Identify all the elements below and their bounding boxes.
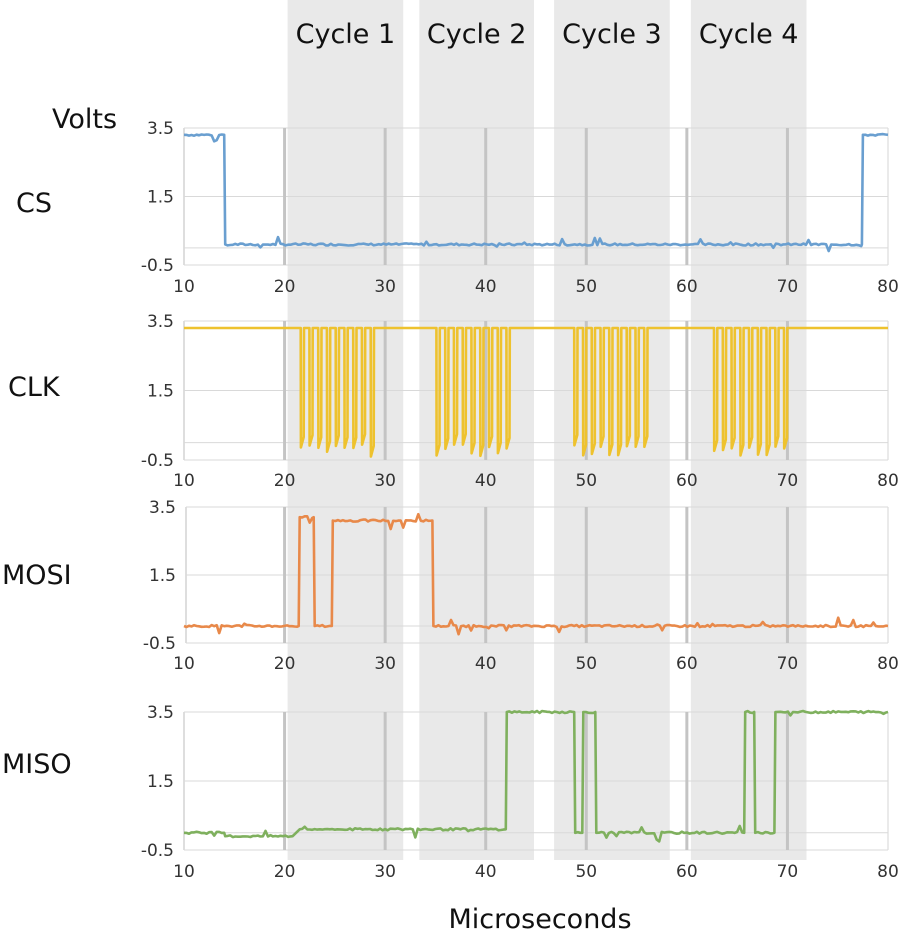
panel-mosi: 3.5 1.5 -0.510 20 30 40 50 60 70 80 MOSI bbox=[2, 498, 899, 674]
x-tick-label: 10 bbox=[173, 471, 195, 491]
panel-miso: 3.5 1.5 -0.510 20 30 40 50 60 70 80 MISO bbox=[2, 703, 899, 882]
y-tick-label: -0.5 bbox=[141, 451, 174, 471]
y-tick-label: 1.5 bbox=[147, 382, 174, 402]
y-axis-title: Volts bbox=[52, 104, 117, 135]
y-tick-label: 3.5 bbox=[147, 703, 174, 723]
x-tick-label: 60 bbox=[676, 654, 698, 674]
x-tick-label: 60 bbox=[676, 471, 698, 491]
x-tick-label: 80 bbox=[877, 654, 899, 674]
cycle-label-2: Cycle 2 bbox=[427, 19, 527, 50]
x-tick-label: 30 bbox=[374, 277, 396, 297]
series-line-cs bbox=[183, 132, 889, 253]
x-tick-label: 70 bbox=[777, 277, 799, 297]
cycle-label-4: Cycle 4 bbox=[699, 19, 799, 50]
x-tick-label: 70 bbox=[777, 654, 799, 674]
y-tick-label: 3.5 bbox=[149, 498, 176, 518]
x-tick-label: 50 bbox=[575, 277, 597, 297]
x-tick-label: 80 bbox=[877, 277, 899, 297]
y-tick-label: 1.5 bbox=[147, 188, 174, 208]
x-tick-label: 60 bbox=[676, 862, 698, 882]
x-tick-label: 50 bbox=[575, 471, 597, 491]
signal-label-cs: CS bbox=[16, 188, 52, 219]
series-line-clk bbox=[184, 326, 888, 458]
y-tick-label: 3.5 bbox=[147, 312, 174, 332]
x-tick-label: 10 bbox=[173, 277, 195, 297]
x-tick-label: 30 bbox=[374, 654, 396, 674]
x-tick-label: 30 bbox=[374, 471, 396, 491]
signal-panels: 3.51.5-0.510 20 30 40 50 60 70 80CS3.51.5-0.510… bbox=[2, 119, 899, 882]
x-tick-label: 70 bbox=[777, 471, 799, 491]
x-tick-label: 30 bbox=[374, 862, 396, 882]
x-tick-label: 40 bbox=[475, 277, 497, 297]
y-tick-label: -0.5 bbox=[143, 634, 176, 654]
signal-label-clk: CLK bbox=[8, 372, 61, 403]
x-tick-label: 20 bbox=[274, 471, 296, 491]
signal-label-mosi: MOSI bbox=[2, 560, 72, 591]
cycle-label-3: Cycle 3 bbox=[562, 19, 662, 50]
signal-label-miso: MISO bbox=[2, 749, 72, 780]
y-tick-label: -0.5 bbox=[141, 256, 174, 276]
x-tick-label: 10 bbox=[173, 862, 195, 882]
y-tick-label: 1.5 bbox=[149, 566, 176, 586]
x-tick-label: 10 bbox=[173, 654, 195, 674]
y-tick-label: 3.5 bbox=[147, 119, 174, 139]
x-tick-label: 40 bbox=[475, 862, 497, 882]
panel-clk: 3.5 1.5 -0.510 20 30 40 50 60 70 80 CLK bbox=[8, 312, 899, 491]
x-tick-label: 40 bbox=[475, 654, 497, 674]
series-line-mosi bbox=[183, 512, 889, 636]
series-line-miso bbox=[183, 709, 889, 843]
cycle-label-1: Cycle 1 bbox=[296, 19, 396, 50]
x-tick-label: 20 bbox=[274, 862, 296, 882]
y-tick-label: -0.5 bbox=[141, 841, 174, 861]
x-tick-label: 70 bbox=[777, 862, 799, 882]
x-tick-label: 60 bbox=[676, 277, 698, 297]
x-tick-label: 20 bbox=[274, 654, 296, 674]
panel-cs: 3.5 1.5 -0.510 20 30 40 50 60 70 80 CS bbox=[16, 119, 899, 297]
x-tick-label: 20 bbox=[274, 277, 296, 297]
y-tick-label: 1.5 bbox=[147, 772, 174, 792]
x-tick-label: 40 bbox=[475, 471, 497, 491]
x-axis-title: Microseconds bbox=[448, 904, 631, 933]
x-tick-label: 50 bbox=[575, 862, 597, 882]
x-tick-label: 50 bbox=[575, 654, 597, 674]
x-tick-label: 80 bbox=[877, 471, 899, 491]
x-tick-label: 80 bbox=[877, 862, 899, 882]
